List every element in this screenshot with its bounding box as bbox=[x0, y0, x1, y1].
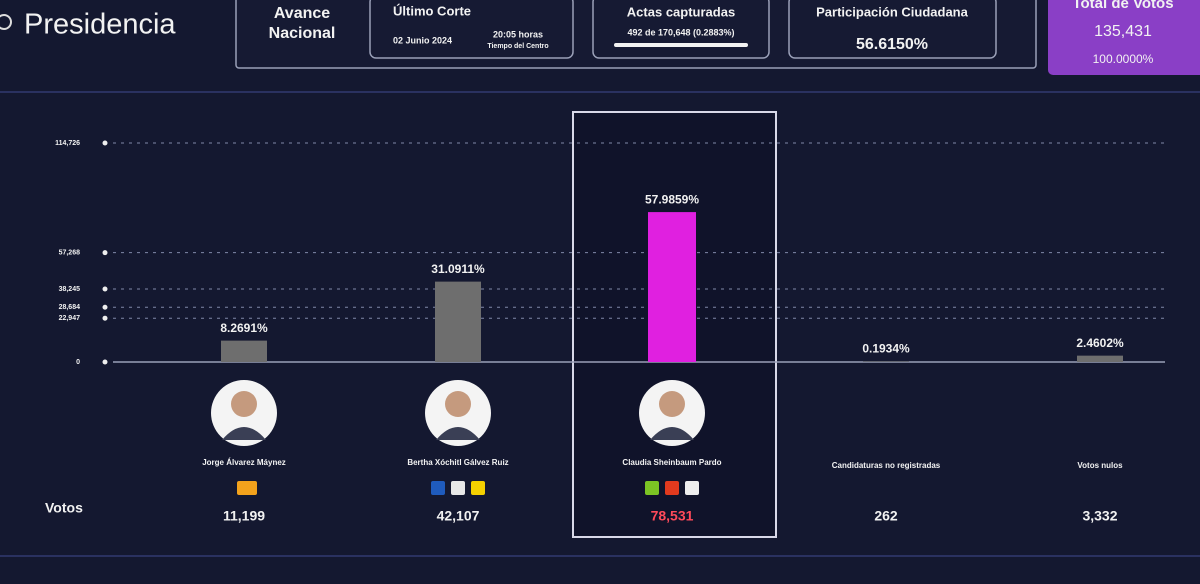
candidate-name: Jorge Álvarez Máynez bbox=[202, 458, 286, 467]
avatar-head bbox=[231, 391, 257, 417]
header: Presidencia Avance Nacional Último Corte… bbox=[0, 0, 1200, 93]
y-tick-label: 57,268 bbox=[59, 250, 81, 257]
user-icon bbox=[0, 14, 12, 30]
bar bbox=[648, 212, 696, 362]
participacion-card bbox=[788, 0, 997, 59]
tick-dot bbox=[102, 304, 108, 310]
vote-count: 42,107 bbox=[437, 508, 480, 524]
candidate-name: Candidaturas no registradas bbox=[832, 461, 941, 470]
vote-count: 11,199 bbox=[223, 508, 265, 524]
total-card bbox=[1048, 0, 1200, 75]
share-label: 0.1934% bbox=[862, 342, 910, 356]
share-label: 8.2691% bbox=[220, 321, 268, 335]
tick-dot bbox=[102, 315, 108, 321]
avatar-head bbox=[445, 391, 471, 417]
candidate-name: Claudia Sheinbaum Pardo bbox=[622, 458, 721, 467]
y-tick-label: 38,245 bbox=[59, 286, 81, 293]
total-label: Total de Votos bbox=[1072, 0, 1173, 12]
party-logo bbox=[685, 481, 699, 495]
actas-label: Actas capturadas bbox=[627, 4, 735, 19]
tick-dot bbox=[102, 140, 108, 146]
avatar-body bbox=[650, 427, 694, 440]
corte-label: Último Corte bbox=[393, 3, 471, 18]
corte-date: 02 Junio 2024 bbox=[393, 35, 452, 45]
vote-count: 262 bbox=[874, 508, 898, 524]
bar bbox=[435, 281, 481, 362]
party-logo bbox=[471, 481, 485, 495]
share-label: 31.0911% bbox=[431, 262, 485, 276]
y-tick-label: 0 bbox=[76, 359, 80, 366]
tick-dot bbox=[102, 286, 108, 292]
participacion-label: Participación Ciudadana bbox=[816, 4, 968, 19]
corte-zone: Tiempo del Centro bbox=[487, 43, 548, 50]
page-title: Presidencia bbox=[24, 9, 176, 41]
corte-time: 20:05 horas bbox=[493, 29, 543, 39]
candidate-name: Votos nulos bbox=[1077, 461, 1123, 470]
total-value: 135,431 bbox=[1094, 23, 1152, 40]
avatar-head bbox=[659, 391, 685, 417]
participacion-value: 56.6150% bbox=[856, 36, 928, 53]
tick-dot bbox=[102, 359, 108, 365]
bar bbox=[1077, 355, 1123, 362]
vote-count: 3,332 bbox=[1082, 508, 1117, 524]
share-label: 57.9859% bbox=[645, 192, 699, 206]
share-label: 2.4602% bbox=[1076, 336, 1124, 350]
party-logo bbox=[665, 481, 679, 495]
y-tick-label: 114,726 bbox=[55, 140, 80, 147]
bar bbox=[863, 361, 909, 362]
y-tick-label: 28,684 bbox=[59, 304, 81, 311]
party-logo bbox=[451, 481, 465, 495]
total-percent: 100.0000% bbox=[1093, 52, 1154, 66]
actas-bar bbox=[614, 43, 748, 47]
avance-box: Avance Nacional bbox=[268, 5, 336, 42]
y-tick-label: 22,947 bbox=[59, 315, 81, 322]
actas-value: 492 de 170,648 (0.2883%) bbox=[627, 27, 734, 37]
avance: Avance Nacional bbox=[268, 5, 336, 42]
vote-count: 78,531 bbox=[651, 508, 694, 524]
party-logo bbox=[431, 481, 445, 495]
candidate-name: Bertha Xóchitl Gálvez Ruiz bbox=[407, 458, 508, 467]
bar bbox=[221, 340, 267, 362]
votes-label: Votos bbox=[45, 500, 83, 516]
tick-dot bbox=[102, 250, 108, 256]
party-logo bbox=[645, 481, 659, 495]
party-logo bbox=[237, 481, 257, 495]
avatar-body bbox=[436, 427, 480, 440]
avatar-body bbox=[222, 427, 266, 440]
corte-card bbox=[369, 0, 574, 59]
